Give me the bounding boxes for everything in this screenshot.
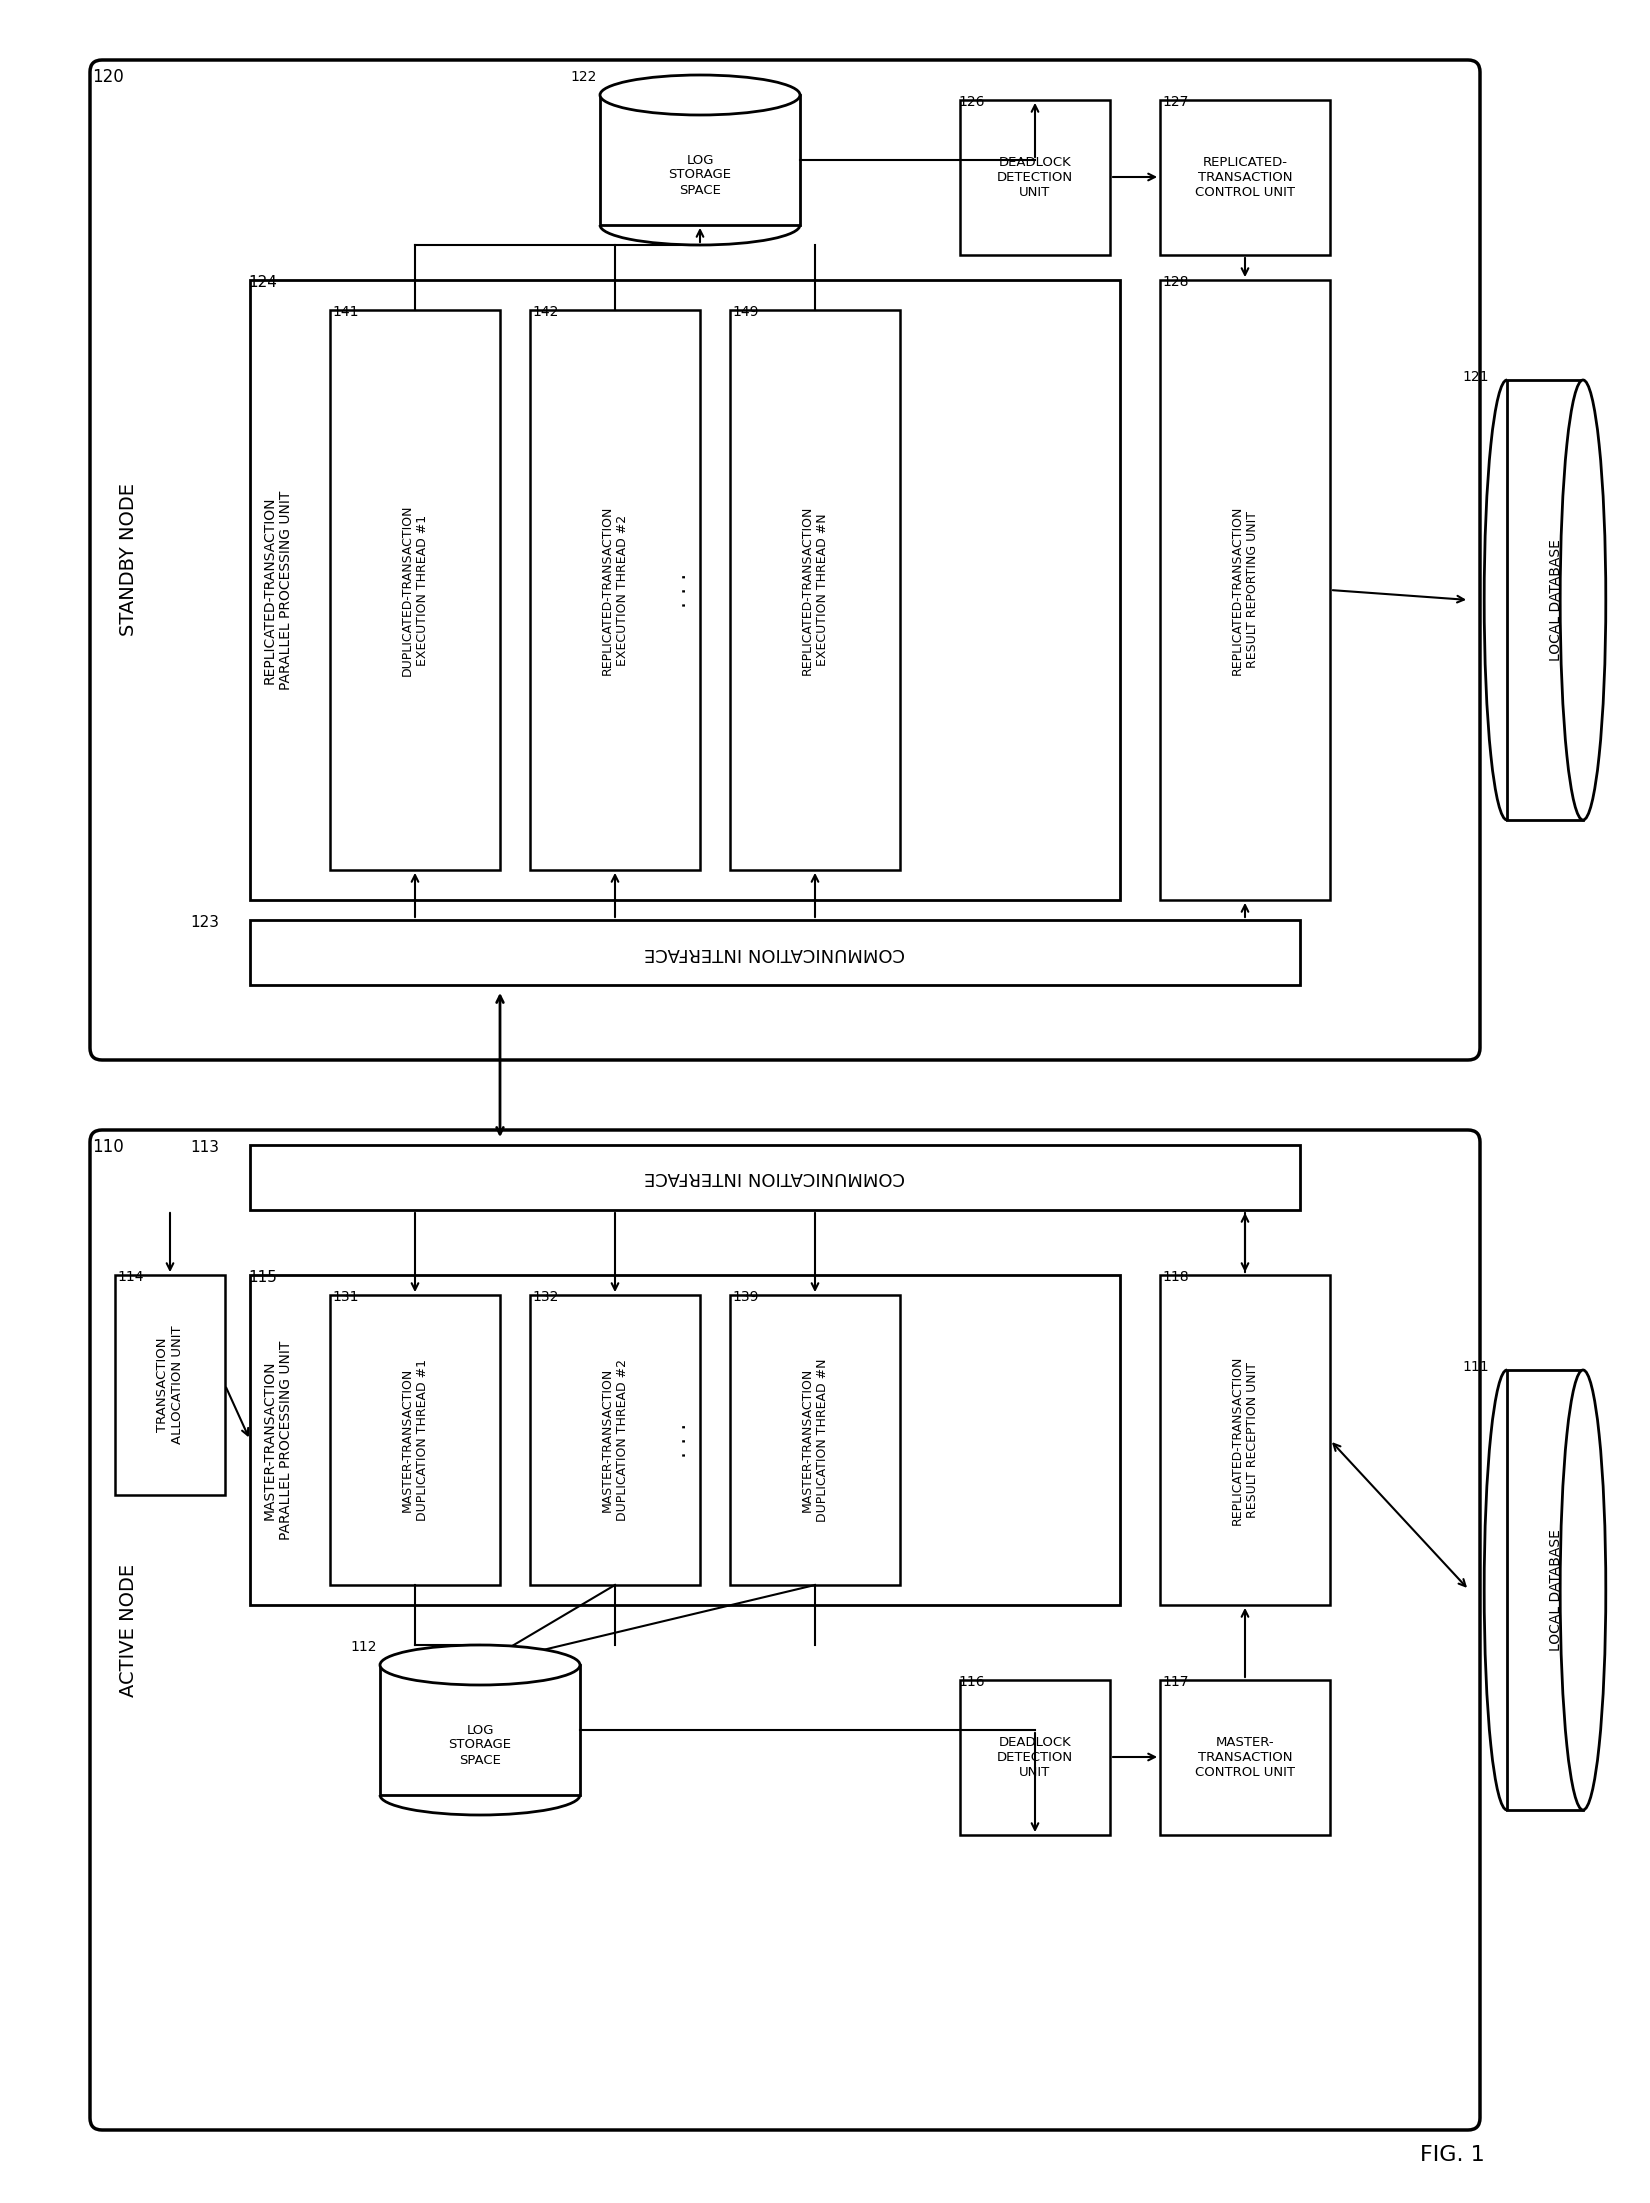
Ellipse shape — [1561, 379, 1605, 820]
Text: 126: 126 — [959, 95, 985, 108]
Bar — [251, 1146, 1300, 1209]
Bar — [1160, 1681, 1330, 1835]
Text: 128: 128 — [1162, 275, 1188, 289]
Text: 139: 139 — [733, 1291, 759, 1304]
Bar — [380, 1665, 581, 1795]
Bar — [729, 311, 899, 870]
Text: LOG
STORAGE
SPACE: LOG STORAGE SPACE — [668, 154, 731, 196]
Text: DUPLICATED-TRANSACTION
EXECUTION THREAD #1: DUPLICATED-TRANSACTION EXECUTION THREAD … — [401, 504, 429, 676]
Text: 132: 132 — [531, 1291, 558, 1304]
Bar — [530, 1295, 700, 1584]
Text: 118: 118 — [1162, 1269, 1188, 1284]
Text: 149: 149 — [733, 304, 759, 319]
Text: 141: 141 — [332, 304, 358, 319]
Text: LOCAL DATABASE: LOCAL DATABASE — [1549, 540, 1564, 661]
Bar — [1160, 1276, 1330, 1606]
Text: STANDBY NODE: STANDBY NODE — [119, 482, 137, 637]
Text: 113: 113 — [190, 1139, 219, 1154]
Text: MASTER-TRANSACTION
DUPLICATION THREAD #2: MASTER-TRANSACTION DUPLICATION THREAD #2 — [601, 1359, 629, 1520]
Bar — [1506, 379, 1582, 820]
Text: 131: 131 — [332, 1291, 358, 1304]
Text: MASTER-
TRANSACTION
CONTROL UNIT: MASTER- TRANSACTION CONTROL UNIT — [1195, 1736, 1295, 1780]
Text: MASTER-TRANSACTION
PARALLEL PROCESSING UNIT: MASTER-TRANSACTION PARALLEL PROCESSING U… — [262, 1339, 294, 1540]
Text: 117: 117 — [1162, 1674, 1188, 1690]
Text: REPLICATED-TRANSACTION
RESULT REPORTING UNIT: REPLICATED-TRANSACTION RESULT REPORTING … — [1231, 504, 1259, 674]
Text: 123: 123 — [190, 914, 219, 930]
Text: 142: 142 — [531, 304, 558, 319]
Text: 112: 112 — [350, 1639, 376, 1654]
Text: 116: 116 — [959, 1674, 985, 1690]
Text: 114: 114 — [117, 1269, 144, 1284]
Text: LOCAL DATABASE: LOCAL DATABASE — [1549, 1529, 1564, 1650]
Text: 111: 111 — [1462, 1359, 1488, 1375]
Text: LOG
STORAGE
SPACE: LOG STORAGE SPACE — [449, 1723, 512, 1767]
Bar — [116, 1276, 224, 1496]
Text: COMMUNICATION INTERFACE: COMMUNICATION INTERFACE — [645, 943, 906, 961]
Text: . . .: . . . — [670, 573, 690, 608]
Bar — [530, 311, 700, 870]
Text: DEADLOCK
DETECTION
UNIT: DEADLOCK DETECTION UNIT — [997, 156, 1072, 198]
Text: REPLICATED-TRANSACTION
PARALLEL PROCESSING UNIT: REPLICATED-TRANSACTION PARALLEL PROCESSI… — [262, 491, 294, 690]
Text: . . .: . . . — [670, 1423, 690, 1458]
Text: DEADLOCK
DETECTION
UNIT: DEADLOCK DETECTION UNIT — [997, 1736, 1072, 1780]
Text: MASTER-TRANSACTION
DUPLICATION THREAD #N: MASTER-TRANSACTION DUPLICATION THREAD #N — [800, 1359, 828, 1522]
Text: TRANSACTION
ALLOCATION UNIT: TRANSACTION ALLOCATION UNIT — [157, 1326, 185, 1445]
Text: 115: 115 — [248, 1269, 277, 1284]
Bar — [960, 99, 1110, 256]
Ellipse shape — [1561, 1370, 1605, 1811]
Text: FIG. 1: FIG. 1 — [1421, 2146, 1485, 2166]
Bar — [601, 95, 800, 225]
Bar — [251, 280, 1120, 901]
Bar — [729, 1295, 899, 1584]
FancyBboxPatch shape — [91, 1130, 1480, 2130]
Text: COMMUNICATION INTERFACE: COMMUNICATION INTERFACE — [645, 1168, 906, 1187]
Text: REPLICATED-TRANSACTION
EXECUTION THREAD #2: REPLICATED-TRANSACTION EXECUTION THREAD … — [601, 504, 629, 674]
Ellipse shape — [601, 75, 800, 115]
Ellipse shape — [380, 1646, 581, 1685]
Text: REPLICATED-TRANSACTION
RESULT RECEPTION UNIT: REPLICATED-TRANSACTION RESULT RECEPTION … — [1231, 1355, 1259, 1524]
Text: 120: 120 — [92, 68, 124, 86]
FancyBboxPatch shape — [91, 59, 1480, 1060]
Bar — [1160, 280, 1330, 901]
Text: 127: 127 — [1162, 95, 1188, 108]
Bar — [251, 1276, 1120, 1606]
Bar — [330, 1295, 500, 1584]
Text: 122: 122 — [569, 70, 596, 84]
Text: 121: 121 — [1462, 370, 1488, 383]
Text: MASTER-TRANSACTION
DUPLICATION THREAD #1: MASTER-TRANSACTION DUPLICATION THREAD #1 — [401, 1359, 429, 1520]
Text: ACTIVE NODE: ACTIVE NODE — [119, 1564, 137, 1696]
Bar — [960, 1681, 1110, 1835]
Text: REPLICATED-TRANSACTION
EXECUTION THREAD #N: REPLICATED-TRANSACTION EXECUTION THREAD … — [800, 504, 828, 674]
Text: 124: 124 — [248, 275, 277, 291]
Bar — [251, 921, 1300, 985]
Text: 110: 110 — [92, 1139, 124, 1157]
Bar — [330, 311, 500, 870]
Bar — [1506, 1370, 1582, 1811]
Bar — [1160, 99, 1330, 256]
Text: REPLICATED-
TRANSACTION
CONTROL UNIT: REPLICATED- TRANSACTION CONTROL UNIT — [1195, 156, 1295, 198]
